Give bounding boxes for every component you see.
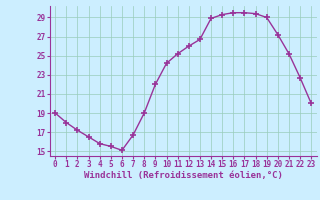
X-axis label: Windchill (Refroidissement éolien,°C): Windchill (Refroidissement éolien,°C): [84, 171, 283, 180]
